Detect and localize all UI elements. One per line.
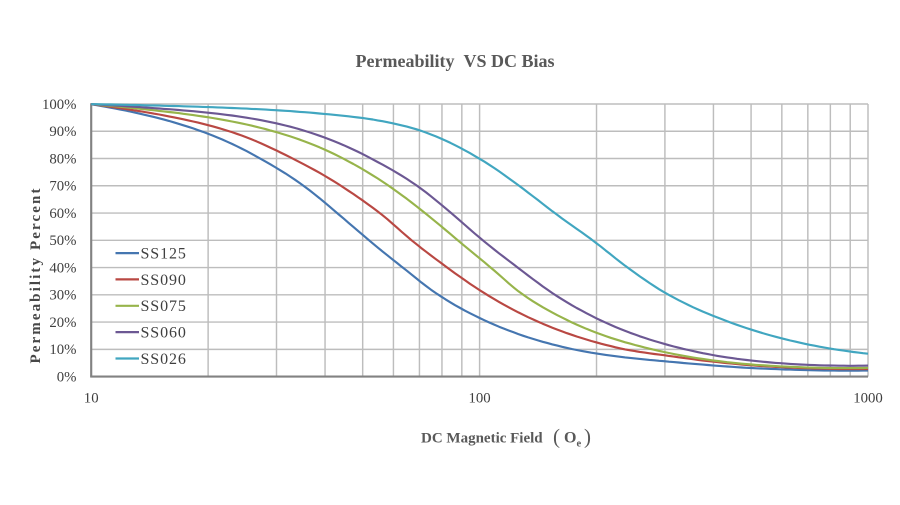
svg-text:SS060: SS060 xyxy=(141,325,187,342)
svg-text:): ) xyxy=(584,425,591,449)
svg-text:50%: 50% xyxy=(49,233,76,249)
svg-text:40%: 40% xyxy=(49,260,76,276)
svg-text:100: 100 xyxy=(468,391,490,407)
svg-text:Permeability VS DC Bias: Permeability VS DC Bias xyxy=(356,51,555,71)
svg-text:SS075: SS075 xyxy=(141,298,187,315)
svg-text:1000: 1000 xyxy=(853,391,883,407)
svg-text:60%: 60% xyxy=(49,206,76,222)
svg-text:DC Magnetic Field: DC Magnetic Field xyxy=(421,431,543,447)
svg-text:e: e xyxy=(577,439,582,450)
svg-text:0%: 0% xyxy=(57,370,77,386)
svg-text:SS026: SS026 xyxy=(141,351,187,368)
svg-text:80%: 80% xyxy=(49,151,76,167)
svg-text:(: ( xyxy=(553,425,560,449)
svg-text:10: 10 xyxy=(84,391,99,407)
svg-text:10%: 10% xyxy=(49,342,76,358)
svg-text:O: O xyxy=(564,430,576,447)
svg-text:SS125: SS125 xyxy=(141,246,187,263)
svg-text:20%: 20% xyxy=(49,315,76,331)
svg-text:Permeability Percent: Permeability Percent xyxy=(28,186,44,363)
svg-text:90%: 90% xyxy=(49,124,76,140)
svg-text:30%: 30% xyxy=(49,288,76,304)
svg-text:100%: 100% xyxy=(42,97,77,113)
svg-text:SS090: SS090 xyxy=(141,272,187,289)
svg-text:70%: 70% xyxy=(49,179,76,195)
